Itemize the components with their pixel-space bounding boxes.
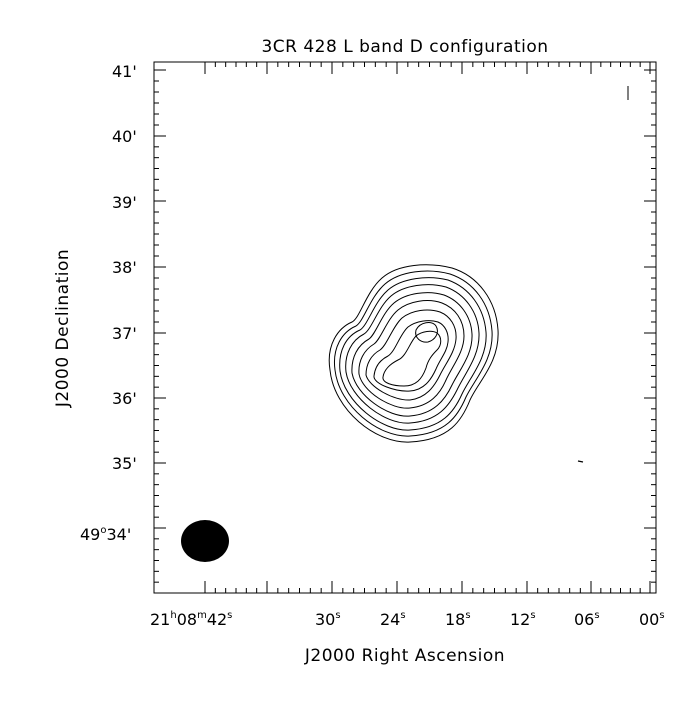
y-tick-label-35: 35' [112, 454, 137, 473]
x-tick-label-12: 12s [510, 610, 536, 629]
x-tick-label-30: 30s [315, 610, 341, 629]
beam-ellipse [181, 520, 229, 562]
x-tick-label-00: 00s [639, 610, 665, 629]
y-tick-label-36: 36' [112, 389, 137, 408]
x-tick-label-06: 06s [574, 610, 600, 629]
contour-level-3 [339, 277, 487, 431]
contour-level-7 [365, 309, 457, 401]
y-tick-label-38: 38' [112, 258, 137, 277]
y-tick-label-41: 41' [112, 62, 137, 81]
x-tick-labels: 21h08m42s 30s 24s 18s 12s 06s 00s [150, 610, 665, 629]
y-tick-label-34: 49o34' [80, 525, 131, 544]
x-tick-label-24: 24s [380, 610, 406, 629]
contour-level-1 [328, 264, 499, 443]
contour-level-9 [382, 330, 442, 387]
x-axis-title: J2000 Right Ascension [304, 646, 505, 666]
y-tick-labels: 49o34' 35' 36' 37' 38' 39' 40' 41' [80, 62, 137, 544]
plot-frame [153, 61, 657, 594]
y-tick-label-37: 37' [112, 324, 137, 343]
y-tick-label-39: 39' [112, 193, 137, 212]
contour-level-6 [358, 300, 465, 409]
y-axis-title: J2000 Declination [53, 249, 73, 408]
y-tick-label-40: 40' [112, 127, 137, 146]
x-tick-label-42: 21h08m42s [150, 610, 232, 629]
plot-title: 3CR 428 L band D configuration [261, 37, 548, 57]
contour-level-10-peak [415, 322, 438, 343]
contour-level-4 [345, 284, 480, 424]
y-axis-ticks [154, 69, 656, 583]
x-tick-label-18: 18s [445, 610, 471, 629]
contour-level-2 [333, 270, 493, 437]
x-axis-ticks [204, 62, 651, 593]
noise-contour [577, 460, 584, 463]
contour-level-8 [373, 320, 449, 392]
contour-level-5 [351, 292, 473, 417]
source-contours [328, 264, 499, 443]
